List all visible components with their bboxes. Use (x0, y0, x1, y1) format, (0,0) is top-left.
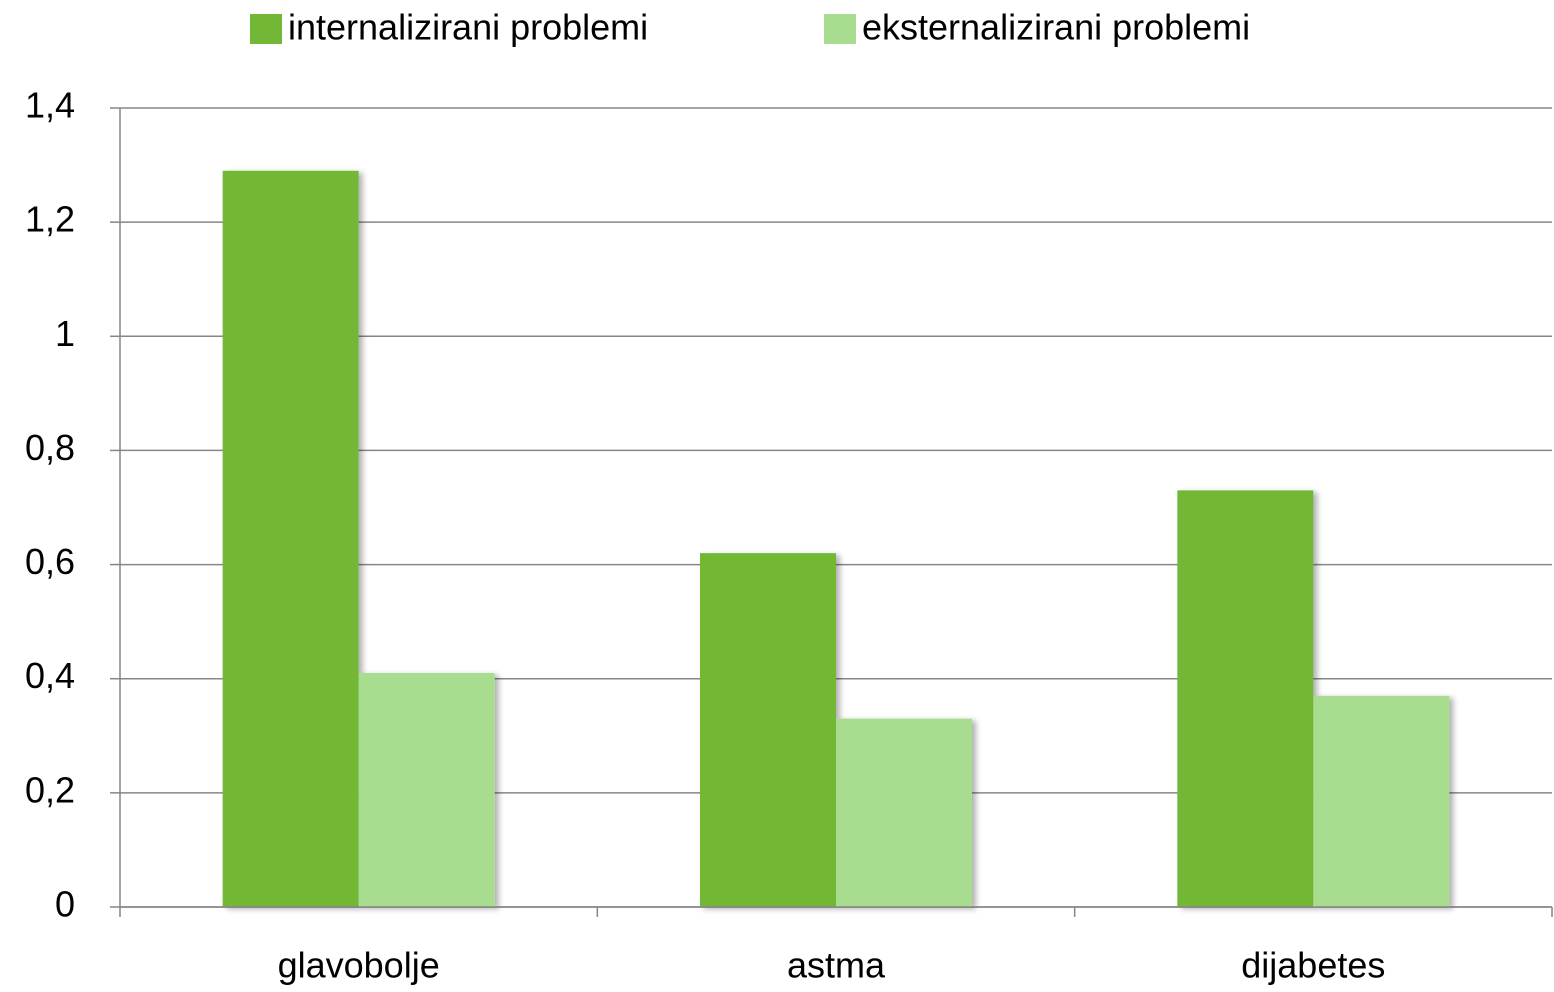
bar (836, 718, 972, 907)
y-tick-label: 0 (55, 884, 75, 925)
bar (358, 673, 495, 907)
y-tick-label: 0,4 (25, 655, 75, 696)
bar (222, 170, 359, 907)
bar (1313, 695, 1450, 907)
legend-swatch (250, 14, 282, 44)
y-tick-label: 0,6 (25, 541, 75, 582)
y-tick-label: 0,8 (25, 427, 75, 468)
y-tick-label: 1,2 (25, 199, 75, 240)
legend-label: internalizirani problemi (288, 7, 648, 48)
x-tick-label: dijabetes (1241, 945, 1385, 986)
y-tick-label: 0,2 (25, 769, 75, 810)
y-tick-label: 1,4 (25, 85, 75, 126)
x-tick-label: glavobolje (278, 945, 440, 986)
legend-swatch (824, 14, 856, 44)
y-tick-label: 1 (55, 313, 75, 354)
bar (1177, 490, 1314, 907)
legend-label: eksternalizirani problemi (862, 7, 1250, 48)
bar (700, 553, 836, 907)
x-tick-label: astma (787, 945, 886, 986)
